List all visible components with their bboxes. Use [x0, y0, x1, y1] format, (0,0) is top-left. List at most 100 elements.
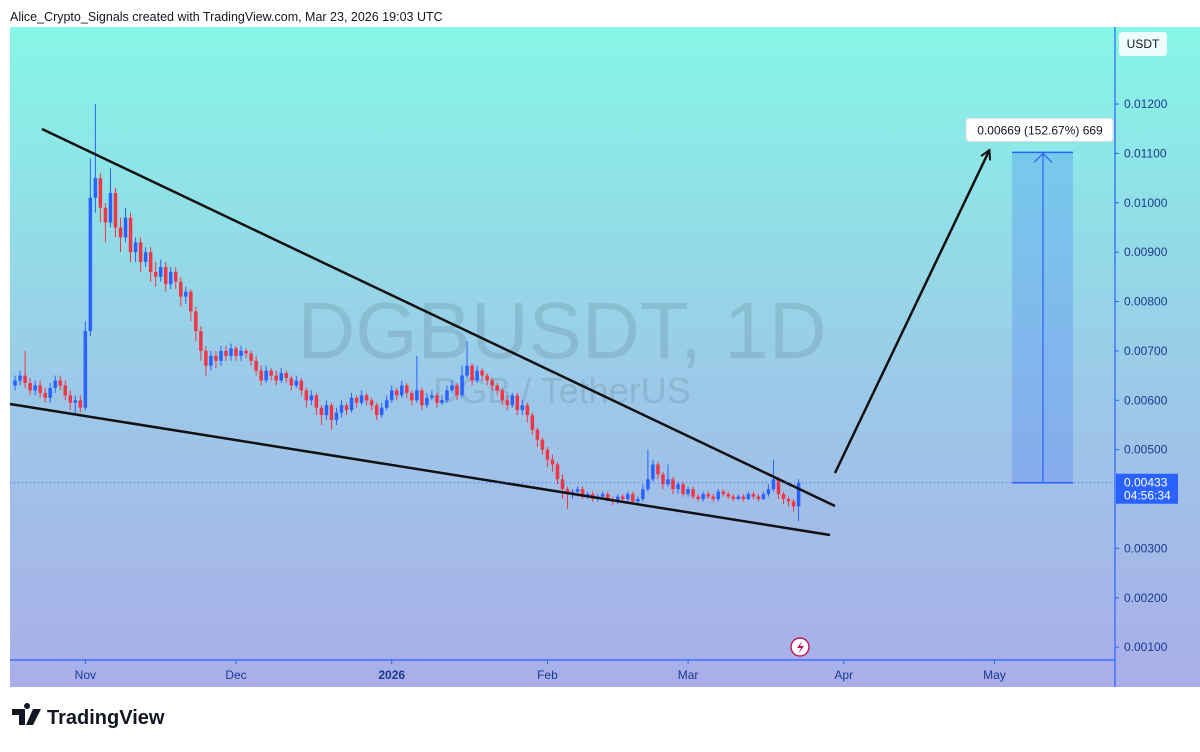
candle-body: [379, 407, 384, 416]
header: Alice_Crypto_Signals created with Tradin…: [10, 10, 443, 24]
y-tick-label: 0.00700: [1124, 344, 1168, 358]
candle-body: [450, 385, 454, 391]
candle-body: [73, 400, 78, 403]
candle-body: [505, 400, 510, 406]
candle-body: [716, 491, 720, 500]
candle-body: [229, 348, 233, 356]
trendline-upper: [41, 127, 836, 508]
candle-body: [143, 252, 148, 263]
candle-body: [284, 373, 289, 379]
candle-body: [329, 405, 334, 421]
candle-body: [309, 395, 314, 401]
candle-body: [349, 397, 354, 411]
countdown: 04:56:34: [1124, 489, 1171, 503]
candle-body: [731, 496, 736, 500]
x-tick-label: Mar: [678, 668, 699, 682]
candle-body: [621, 496, 625, 500]
candle-body: [214, 355, 218, 361]
candle-body: [138, 242, 143, 263]
candle-body: [460, 375, 464, 396]
candle-body: [384, 400, 389, 408]
candle-body: [13, 380, 17, 386]
candle-body: [796, 482, 801, 507]
candle-body: [239, 350, 243, 356]
candle-body: [304, 390, 309, 401]
candle-body: [113, 192, 118, 228]
candle-body: [465, 365, 469, 376]
candle-body: [28, 383, 32, 391]
candle-body: [605, 494, 610, 500]
events-bolt: [797, 641, 804, 654]
candle-body: [53, 380, 57, 388]
candle-body: [199, 331, 203, 351]
candle-body: [751, 494, 756, 497]
candle-body: [123, 217, 128, 238]
candle-body: [133, 242, 138, 253]
candle-body: [163, 266, 168, 285]
candle-body: [83, 331, 88, 408]
candle-body: [194, 311, 198, 332]
candle-body: [410, 392, 414, 401]
candle-body: [631, 494, 635, 502]
candle-body: [118, 227, 123, 238]
y-tick-label: 0.00800: [1124, 295, 1168, 309]
candle-body: [158, 266, 163, 277]
candle-body: [269, 370, 273, 376]
candle-body: [209, 355, 213, 366]
last-price-box: [1116, 473, 1178, 504]
candle-body: [651, 464, 655, 480]
candle-body: [103, 207, 108, 223]
target-label: 0.00669 (152.67%) 669: [977, 123, 1103, 137]
candle-body: [510, 395, 515, 406]
y-tick-label: 0.01200: [1124, 97, 1168, 111]
candle-body: [600, 494, 605, 497]
candle-body: [696, 496, 700, 500]
y-tick-label: 0.00300: [1124, 541, 1168, 555]
y-tick-label: 0.00500: [1124, 443, 1168, 457]
candle-body: [289, 378, 294, 386]
projection-arrow: [833, 151, 989, 474]
candle-body: [545, 449, 550, 460]
x-tick-label: Nov: [75, 668, 96, 682]
candle-body: [38, 385, 42, 393]
candle-body: [98, 178, 103, 208]
currency-box[interactable]: [1119, 32, 1167, 56]
candle-body: [500, 390, 504, 401]
candle-body: [274, 375, 278, 381]
candle-body: [746, 494, 751, 500]
candle-body: [405, 385, 409, 393]
candle-body: [78, 400, 83, 408]
candle-body: [369, 400, 374, 406]
candle-body: [43, 392, 47, 398]
x-tick-label: Dec: [225, 668, 246, 682]
candle-body: [490, 380, 494, 386]
candle-body: [626, 494, 630, 500]
candle-body: [470, 365, 474, 381]
candle-body: [88, 197, 93, 332]
candle-body: [334, 412, 339, 421]
candle-body: [189, 291, 193, 312]
candle-body: [741, 496, 746, 500]
candle-body: [219, 350, 223, 361]
trendline-lower: [9, 402, 831, 537]
y-tick-label: 0.00900: [1124, 245, 1168, 259]
candle-body: [766, 489, 771, 495]
candle-body: [776, 479, 781, 495]
candle-body: [359, 395, 364, 403]
candle-body: [786, 499, 791, 502]
candle-body: [33, 385, 37, 391]
candle-body: [540, 439, 545, 450]
candle-body: [661, 474, 665, 485]
candle-body: [204, 350, 208, 366]
candle-body: [259, 370, 263, 381]
candle-body: [485, 375, 489, 381]
x-tick-label: Feb: [537, 668, 558, 682]
candle-body: [23, 375, 27, 384]
candle-body: [400, 385, 404, 396]
candle-body: [128, 217, 133, 253]
candle-body: [58, 380, 62, 386]
candle-body: [430, 395, 434, 398]
y-tick-label: 0.01000: [1124, 196, 1168, 210]
